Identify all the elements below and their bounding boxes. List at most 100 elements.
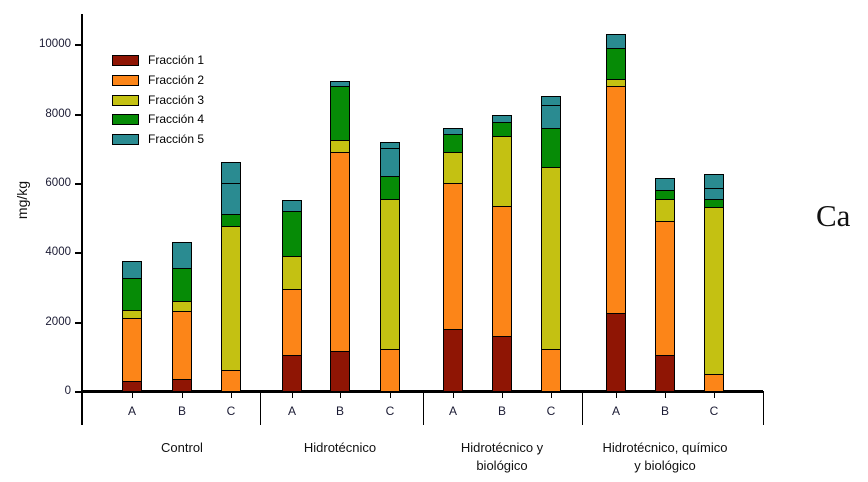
bar-label: A	[127, 404, 136, 418]
bar-segment-fraccion-5	[330, 81, 350, 87]
bar-segment-fraccion-4	[606, 48, 626, 80]
bar-segment-fraccion-3	[380, 199, 400, 350]
bar-segment-fraccion-2	[172, 311, 192, 380]
bar-segment-fraccion-2	[443, 183, 463, 330]
y-tick-label: 6000	[45, 177, 71, 189]
bar-segment-fraccion-2	[380, 349, 400, 392]
legend-label: Fracción 1	[148, 53, 205, 67]
y-tick-mark	[75, 322, 81, 324]
fraccion5-divider-line	[381, 148, 399, 149]
group-separator	[582, 391, 583, 425]
bar-segment-fraccion-4	[380, 176, 400, 200]
bar-tick-mark	[132, 391, 133, 398]
bar-segment-fraccion-2	[704, 374, 724, 392]
bar-segment-fraccion-2	[541, 349, 561, 392]
bar-tick-mark	[616, 391, 617, 398]
bar-segment-fraccion-3	[704, 207, 724, 375]
bar-segment-fraccion-5	[443, 128, 463, 135]
legend-item: Fracción 5	[112, 132, 204, 146]
y-tick-mark	[75, 114, 81, 116]
legend-swatch-icon	[112, 54, 139, 66]
bar-segment-fraccion-1	[443, 329, 463, 392]
fraccion5-divider-line	[705, 188, 723, 189]
bar-tick-mark	[665, 391, 666, 398]
bar-segment-fraccion-4	[492, 122, 512, 137]
bar-segment-fraccion-3	[655, 199, 675, 222]
bar-segment-fraccion-5	[606, 34, 626, 49]
y-tick-mark	[75, 391, 81, 393]
legend-item: Fracción 1	[112, 53, 204, 67]
bar-segment-fraccion-2	[606, 86, 626, 314]
bar-segment-fraccion-4	[330, 86, 350, 141]
bar-segment-fraccion-2	[330, 152, 350, 352]
legend-item: Fracción 4	[112, 112, 204, 126]
bar-segment-fraccion-2	[221, 370, 241, 392]
bar-label: B	[177, 404, 186, 418]
bar-segment-fraccion-1	[282, 355, 302, 392]
bar-segment-fraccion-1	[492, 336, 512, 392]
group-separator	[763, 391, 764, 425]
bar-segment-fraccion-5	[221, 162, 241, 215]
bar-segment-fraccion-3	[122, 310, 142, 319]
bar-segment-fraccion-2	[282, 289, 302, 356]
legend-label: Fracción 3	[148, 93, 205, 107]
bar-segment-fraccion-3	[606, 79, 626, 87]
y-tick-mark	[75, 44, 81, 46]
bar-segment-fraccion-4	[282, 211, 302, 257]
bar-segment-fraccion-1	[655, 355, 675, 392]
bar-tick-mark	[182, 391, 183, 398]
bar-label: C	[546, 404, 556, 418]
y-tick-mark	[75, 183, 81, 185]
legend-label: Fracción 2	[148, 73, 205, 87]
bar-segment-fraccion-3	[221, 226, 241, 371]
bar-label: C	[226, 404, 236, 418]
bar-segment-fraccion-4	[655, 190, 675, 200]
bar-segment-fraccion-5	[380, 142, 400, 177]
bar-segment-fraccion-2	[655, 221, 675, 356]
fraccion5-divider-line	[542, 105, 560, 106]
bar-tick-mark	[340, 391, 341, 398]
bar-label: C	[385, 404, 395, 418]
legend: Fracción 1 Fracción 2 Fracción 3 Fracción 4…	[112, 53, 232, 153]
legend-swatch-icon	[112, 133, 139, 145]
y-tick-label: 8000	[45, 108, 71, 120]
bar-label: B	[497, 404, 506, 418]
legend-item: Fracción 2	[112, 73, 204, 87]
bar-tick-mark	[714, 391, 715, 398]
bar-segment-fraccion-4	[541, 128, 561, 168]
bar-segment-fraccion-3	[282, 256, 302, 290]
group-label: Hidrotécnico y biológico	[460, 440, 544, 473]
fraccion5-divider-line	[222, 183, 240, 184]
bar-segment-fraccion-4	[122, 278, 142, 311]
group-separator	[260, 391, 261, 425]
y-tick-mark	[75, 252, 81, 254]
bar-segment-fraccion-1	[606, 313, 626, 392]
bar-segment-fraccion-5	[704, 174, 724, 200]
bar-segment-fraccion-5	[492, 115, 512, 123]
bar-label: B	[660, 404, 669, 418]
bar-segment-fraccion-3	[443, 152, 463, 184]
bar-segment-fraccion-5	[541, 96, 561, 129]
bar-label: B	[335, 404, 344, 418]
y-tick-label: 0	[64, 385, 71, 397]
bar-label: A	[611, 404, 620, 418]
bar-label: C	[709, 404, 719, 418]
legend-label: Fracción 4	[148, 112, 205, 126]
legend-swatch-icon	[112, 94, 139, 106]
bar-segment-fraccion-5	[172, 242, 192, 269]
bar-tick-mark	[453, 391, 454, 398]
group-separator	[423, 391, 424, 425]
bar-tick-mark	[231, 391, 232, 398]
bar-segment-fraccion-1	[330, 351, 350, 392]
legend-label: Fracción 5	[148, 132, 205, 146]
legend-item: Fracción 3	[112, 93, 204, 107]
bar-segment-fraccion-4	[443, 134, 463, 153]
element-label-ca: Ca	[816, 198, 851, 233]
y-tick-label: 10000	[39, 38, 71, 50]
bar-segment-fraccion-3	[541, 167, 561, 350]
y-tick-label: 2000	[45, 316, 71, 328]
bar-segment-fraccion-5	[655, 178, 675, 191]
group-label: Control	[161, 440, 203, 455]
legend-swatch-icon	[112, 113, 139, 125]
